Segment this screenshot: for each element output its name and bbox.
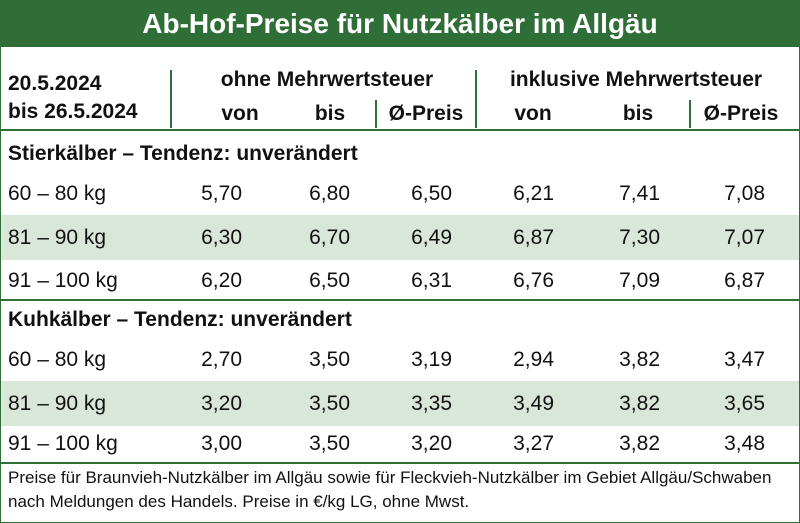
section-rule [0, 299, 800, 301]
price-cell: 2,94 [513, 348, 554, 371]
price-cell: 6,50 [411, 182, 452, 205]
table-row: 81 – 90 kg 6,30 6,70 6,49 6,87 7,30 7,07 [0, 215, 800, 260]
price-cell: 3,65 [724, 392, 765, 415]
price-cell: 6,20 [201, 269, 242, 292]
price-cell: 3,49 [513, 392, 554, 415]
table-row: 91 – 100 kg 6,20 6,50 6,31 6,76 7,09 6,8… [0, 258, 800, 303]
price-cell: 6,49 [411, 226, 452, 249]
price-cell: 6,31 [411, 269, 452, 292]
price-cell: 3,50 [309, 432, 350, 455]
price-cell: 6,21 [513, 182, 554, 205]
header-divider [475, 70, 477, 128]
header-divider [689, 100, 691, 128]
col-bis-excl: bis [314, 102, 346, 125]
date-to: bis 26.5.2024 [8, 100, 138, 123]
col-bis-incl: bis [622, 102, 654, 125]
price-cell: 3,50 [309, 392, 350, 415]
price-cell: 3,27 [513, 432, 554, 455]
price-cell: 3,00 [201, 432, 242, 455]
price-cell: 6,80 [309, 182, 350, 205]
price-cell: 6,30 [201, 226, 242, 249]
price-cell: 7,09 [619, 269, 660, 292]
table-row: 60 – 80 kg 2,70 3,50 3,19 2,94 3,82 3,47 [0, 337, 800, 382]
price-cell: 3,82 [619, 392, 660, 415]
weight-label: 81 – 90 kg [8, 392, 107, 415]
price-cell: 3,48 [724, 432, 765, 455]
col-avg-excl: Ø-Preis [388, 102, 464, 125]
price-cell: 3,35 [411, 392, 452, 415]
footnote: Preise für Braunvieh-Nutzkälber im Allgä… [8, 468, 772, 511]
weight-label: 91 – 100 kg [8, 269, 118, 292]
group-header-incl: inklusive Mehrwertsteuer [509, 68, 763, 91]
header-divider [170, 70, 172, 128]
price-cell: 3,20 [411, 432, 452, 455]
price-cell: 7,08 [724, 182, 765, 205]
weight-label: 60 – 80 kg [8, 348, 107, 371]
page-title: Ab-Hof-Preise für Nutzkälber im Allgäu [0, 0, 800, 47]
price-cell: 6,70 [309, 226, 350, 249]
table-row: 60 – 80 kg 5,70 6,80 6,50 6,21 7,41 7,08 [0, 171, 800, 216]
price-cell: 3,20 [201, 392, 242, 415]
price-cell: 6,50 [309, 269, 350, 292]
price-cell: 5,70 [201, 182, 242, 205]
price-cell: 6,76 [513, 269, 554, 292]
section-title: Kuhkälber – Tendenz: unverändert [8, 308, 352, 331]
table-row: 81 – 90 kg 3,20 3,50 3,35 3,49 3,82 3,65 [0, 381, 800, 426]
price-cell: 6,87 [513, 226, 554, 249]
header-divider [375, 100, 377, 128]
price-cell: 3,47 [724, 348, 765, 371]
price-cell: 3,50 [309, 348, 350, 371]
header-rule [0, 129, 800, 131]
price-cell: 6,87 [724, 269, 765, 292]
table-row: 91 – 100 kg 3,00 3,50 3,20 3,27 3,82 3,4… [0, 421, 800, 466]
price-cell: 7,41 [619, 182, 660, 205]
weight-label: 60 – 80 kg [8, 182, 107, 205]
price-cell: 3,82 [619, 432, 660, 455]
price-cell: 7,30 [619, 226, 660, 249]
price-cell: 3,19 [411, 348, 452, 371]
price-cell: 3,82 [619, 348, 660, 371]
footer-rule [0, 462, 800, 464]
group-header-excl: ohne Mehrwertsteuer [220, 68, 434, 91]
col-avg-incl: Ø-Preis [703, 102, 779, 125]
col-von-excl: von [221, 102, 259, 125]
section-title: Stierkälber – Tendenz: unverändert [8, 142, 358, 165]
col-von-incl: von [514, 102, 552, 125]
price-cell: 7,07 [724, 226, 765, 249]
price-cell: 2,70 [201, 348, 242, 371]
weight-label: 91 – 100 kg [8, 432, 118, 455]
date-from: 20.5.2024 [8, 72, 102, 95]
weight-label: 81 – 90 kg [8, 226, 107, 249]
